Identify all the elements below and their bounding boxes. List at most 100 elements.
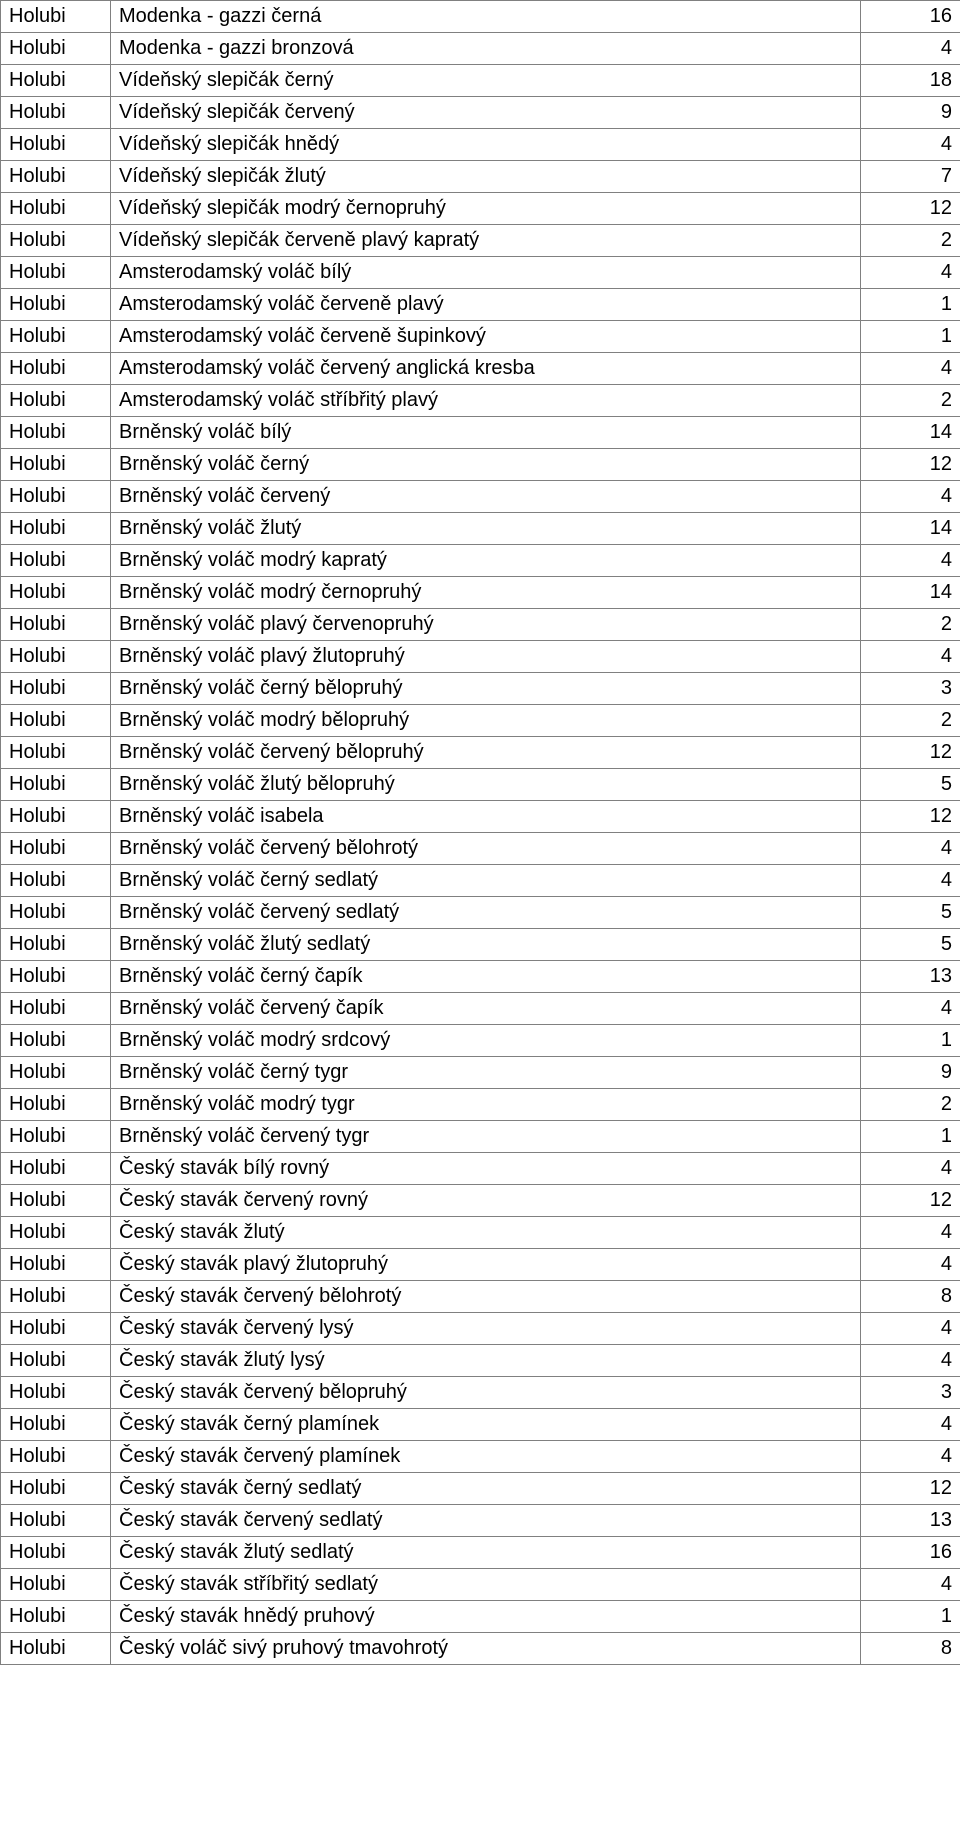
cell-category: Holubi [1, 929, 111, 961]
cell-name: Český stavák žlutý sedlatý [111, 1537, 861, 1569]
cell-category: Holubi [1, 1089, 111, 1121]
table-row: HolubiČeský stavák červený sedlatý13 [1, 1505, 960, 1537]
cell-name: Český stavák žlutý lysý [111, 1345, 861, 1377]
cell-category: Holubi [1, 161, 111, 193]
table-row: HolubiČeský stavák černý plamínek4 [1, 1409, 960, 1441]
table-row: HolubiČeský stavák červený bělopruhý3 [1, 1377, 960, 1409]
cell-name: Český stavák žlutý [111, 1217, 861, 1249]
cell-category: Holubi [1, 1153, 111, 1185]
cell-count: 13 [861, 961, 960, 993]
table-row: HolubiBrněnský voláč plavý červenopruhý2 [1, 609, 960, 641]
table-body: HolubiModenka - gazzi černá16 Holubi Moden… [1, 1, 960, 1665]
table-row: HolubiBrněnský voláč isabela12 [1, 801, 960, 833]
cell-category: Holubi [1, 129, 111, 161]
cell-name: Vídeňský slepičák modrý černopruhý [111, 193, 861, 225]
cell-category: Holubi [1, 1409, 111, 1441]
cell-count: 12 [861, 1185, 960, 1217]
cell-category: Holubi [1, 513, 111, 545]
cell-count: 16 [861, 1537, 960, 1569]
table-row: HolubiČeský stavák plavý žlutopruhý4 [1, 1249, 960, 1281]
table-row: HolubiAmsterodamský voláč stříbřitý plav… [1, 385, 960, 417]
cell-count: 12 [861, 193, 960, 225]
cell-category: Holubi [1, 961, 111, 993]
table-row: HolubiČeský stavák bílý rovný4 [1, 1153, 960, 1185]
table-row: HolubiBrněnský voláč plavý žlutopruhý4 [1, 641, 960, 673]
cell-category: Holubi [1, 737, 111, 769]
cell-count: 4 [861, 545, 960, 577]
cell-count: 1 [861, 1025, 960, 1057]
table-row: HolubiBrněnský voláč žlutý bělopruhý5 [1, 769, 960, 801]
cell-category: Holubi [1, 673, 111, 705]
cell-name: Brněnský voláč červený [111, 481, 861, 513]
table-row: HolubiČeský stavák žlutý4 [1, 1217, 960, 1249]
table-row: HolubiBrněnský voláč červený bělohrotý4 [1, 833, 960, 865]
cell-count: 4 [861, 993, 960, 1025]
cell-count: 8 [861, 1281, 960, 1313]
table-row: HolubiAmsterodamský voláč červeně plavý1 [1, 289, 960, 321]
cell-name: Český stavák černý sedlatý [111, 1473, 861, 1505]
cell-name: Brněnský voláč modrý bělopruhý [111, 705, 861, 737]
cell-category: Holubi [1, 1313, 111, 1345]
cell-name: Brněnský voláč černý sedlatý [111, 865, 861, 897]
table-row: HolubiBrněnský voláč žlutý sedlatý5 [1, 929, 960, 961]
cell-name: Brněnský voláč černý čapík [111, 961, 861, 993]
table-row: HolubiBrněnský voláč modrý černopruhý14 [1, 577, 960, 609]
cell-category: Holubi [1, 1281, 111, 1313]
table-row: HolubiBrněnský voláč černý bělopruhý3 [1, 673, 960, 705]
cell-count: 4 [861, 129, 960, 161]
cell-name: Brněnský voláč červený sedlatý [111, 897, 861, 929]
cell-count: 9 [861, 97, 960, 129]
cell-count: 12 [861, 1473, 960, 1505]
table-row: HolubiVídeňský slepičák hnědý4 [1, 129, 960, 161]
cell-name: Brněnský voláč červený bělohrotý [111, 833, 861, 865]
table-row: HolubiBrněnský voláč červený čapík4 [1, 993, 960, 1025]
cell-category: Holubi [1, 257, 111, 289]
table-row: HolubiBrněnský voláč černý12 [1, 449, 960, 481]
cell-count: 1 [861, 289, 960, 321]
table-row: HolubiBrněnský voláč červený tygr1 [1, 1121, 960, 1153]
cell-count: 9 [861, 1057, 960, 1089]
table-row: HolubiBrněnský voláč červený sedlatý5 [1, 897, 960, 929]
cell-category: Holubi [1, 769, 111, 801]
cell-name: Český stavák stříbřitý sedlatý [111, 1569, 861, 1601]
cell-count: 12 [861, 449, 960, 481]
cell-name: Český voláč sivý pruhový tmavohrotý [111, 1633, 861, 1665]
cell-count: 13 [861, 1505, 960, 1537]
cell-count: 4 [861, 1249, 960, 1281]
table-row: HolubiBrněnský voláč modrý kapratý4 [1, 545, 960, 577]
table-row: HolubiBrněnský voláč bílý14 [1, 417, 960, 449]
cell-category: Holubi [1, 481, 111, 513]
cell-count: 12 [861, 737, 960, 769]
table-row: HolubiČeský stavák červený bělohrotý8 [1, 1281, 960, 1313]
table-row: HolubiČeský stavák červený lysý4 [1, 1313, 960, 1345]
cell-count: 4 [861, 1153, 960, 1185]
table-row: HolubiBrněnský voláč modrý srdcový1 [1, 1025, 960, 1057]
table-row: HolubiAmsterodamský voláč červený anglic… [1, 353, 960, 385]
cell-name: Český stavák černý plamínek [111, 1409, 861, 1441]
cell-count: 18 [861, 65, 960, 97]
cell-name: Modenka - gazzi bronzová [111, 33, 861, 65]
table-row: HolubiAmsterodamský voláč červeně šupink… [1, 321, 960, 353]
cell-name: Amsterodamský voláč červeně plavý [111, 289, 861, 321]
cell-category: Holubi [1, 1377, 111, 1409]
cell-category: Holubi [1, 1185, 111, 1217]
cell-name: Brněnský voláč bílý [111, 417, 861, 449]
table-row: HolubiČeský stavák žlutý sedlatý16 [1, 1537, 960, 1569]
cell-name: Vídeňský slepičák hnědý [111, 129, 861, 161]
cell-count: 4 [861, 833, 960, 865]
cell-count: 4 [861, 1409, 960, 1441]
cell-count: 2 [861, 705, 960, 737]
table-row: HolubiModenka - gazzi černá16 [1, 1, 960, 33]
table-row: HolubiČeský stavák hnědý pruhový1 [1, 1601, 960, 1633]
cell-category: Holubi [1, 1121, 111, 1153]
cell-name: Vídeňský slepičák červeně plavý kapratý [111, 225, 861, 257]
cell-category: Holubi [1, 993, 111, 1025]
table-row: HolubiVídeňský slepičák červený9 [1, 97, 960, 129]
cell-name: Český stavák červený rovný [111, 1185, 861, 1217]
cell-category: Holubi [1, 545, 111, 577]
cell-category: Holubi [1, 1, 111, 33]
table-row: HolubiBrněnský voláč červený4 [1, 481, 960, 513]
cell-count: 5 [861, 769, 960, 801]
table-row: HolubiBrněnský voláč žlutý14 [1, 513, 960, 545]
cell-category: Holubi [1, 1633, 111, 1665]
